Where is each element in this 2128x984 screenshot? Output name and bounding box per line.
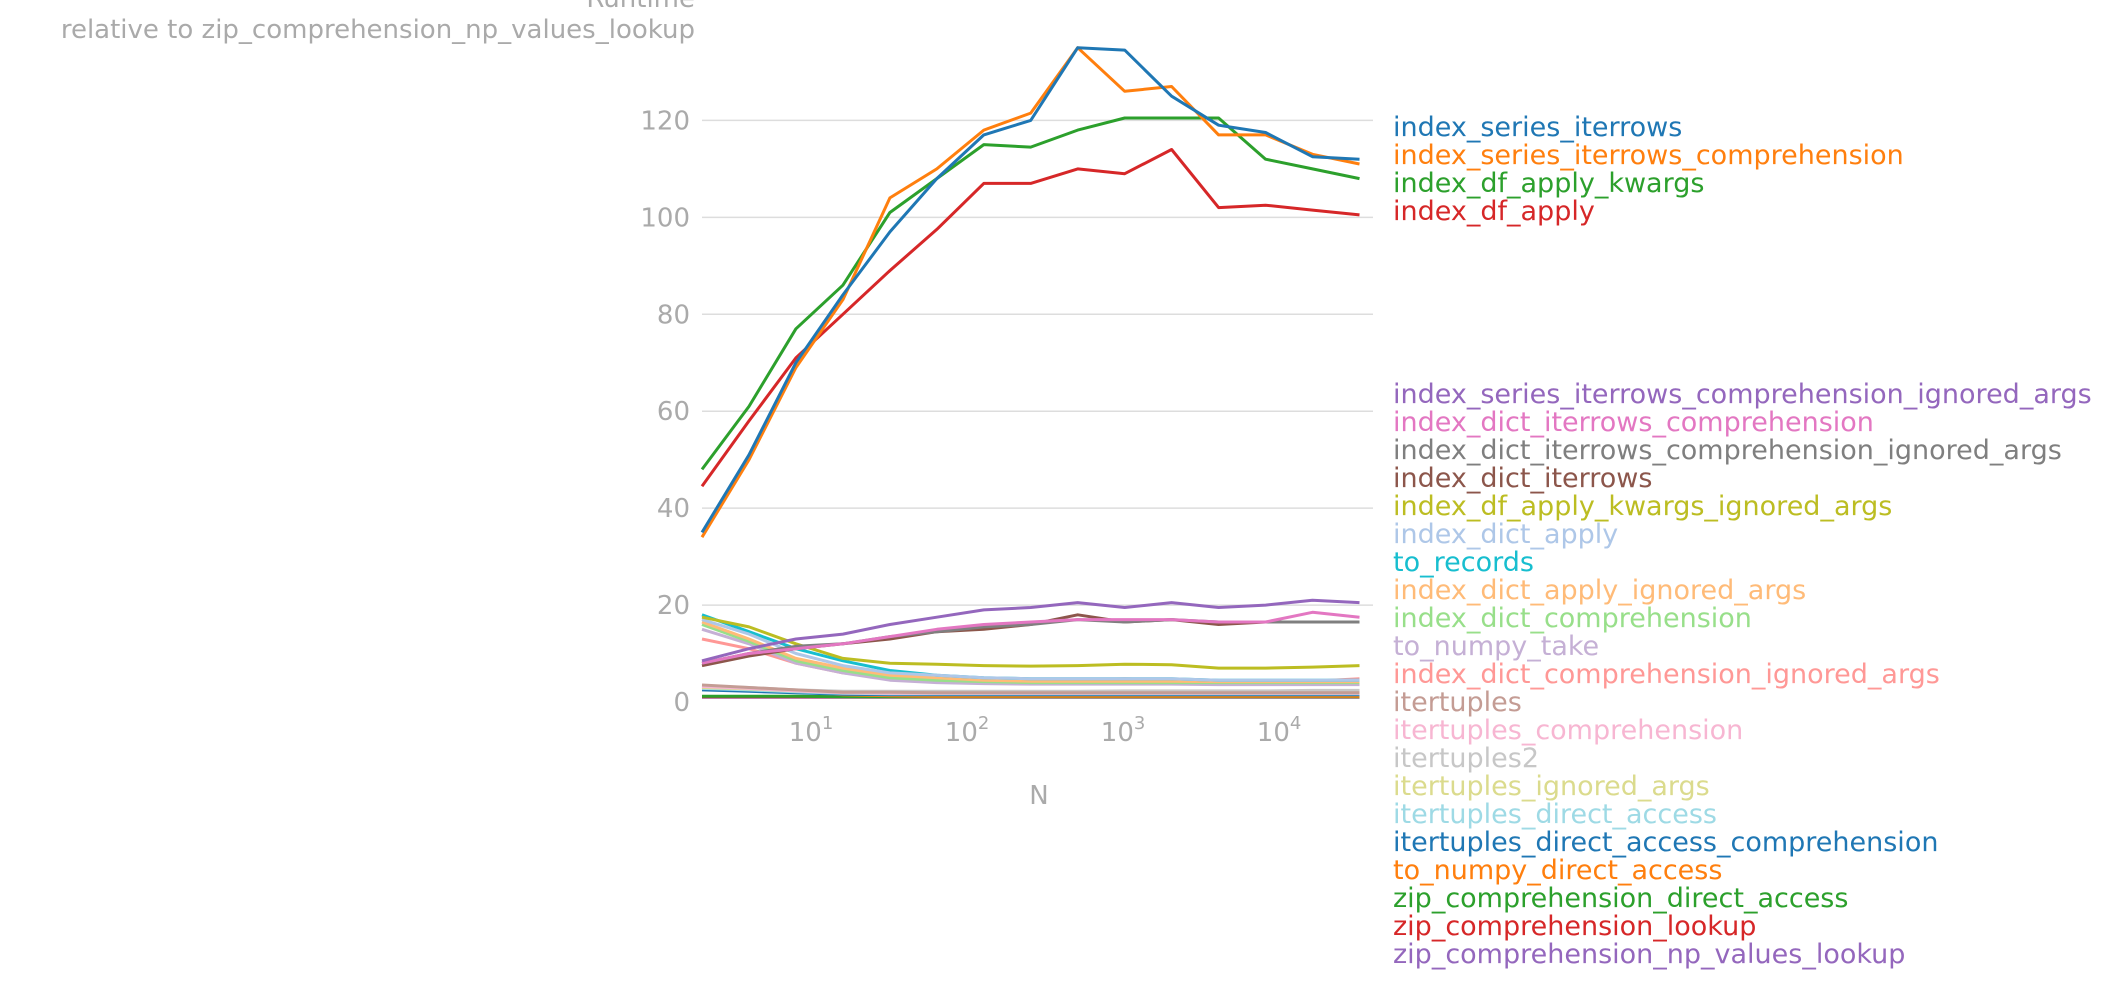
legend-label-itertuples2: itertuples2 xyxy=(1393,743,1539,774)
series-line-index-series-iterrows xyxy=(700,46,1360,534)
legend-label-itertuples-direct-access-comprehension: itertuples_direct_access_comprehension xyxy=(1393,827,1938,858)
y-axis-label-line-2: relative to zip_comprehension_np_values_… xyxy=(61,15,695,45)
series-line-itertuples xyxy=(701,683,1360,695)
x-tick-label: 103 xyxy=(1101,713,1146,748)
y-tick-label: 120 xyxy=(640,106,690,136)
y-tick-label: 60 xyxy=(657,397,690,427)
legend-label-itertuples-ignored-args: itertuples_ignored_args xyxy=(1393,771,1710,802)
series-line-index-dict-iterrows-comprehension xyxy=(701,610,1360,665)
y-tick-label: 100 xyxy=(640,203,690,233)
series-line-index-dict-apply-ignored-args xyxy=(701,620,1360,684)
series-line-index-series-iterrows-comprehension-ignored-args xyxy=(701,598,1360,663)
y-axis-label-line-1: Runtime xyxy=(586,0,695,14)
legend-label-itertuples-comprehension: itertuples_comprehension xyxy=(1393,715,1743,746)
legend-label-index-dict-apply-ignored-args: index_dict_apply_ignored_args xyxy=(1393,575,1806,606)
x-axis-label: N xyxy=(1029,781,1048,811)
x-tick-label: 102 xyxy=(945,713,990,748)
legend-label-index-series-iterrows-comprehension-ignored-args: index_series_iterrows_comprehension_igno… xyxy=(1393,379,2092,410)
series-line-index-df-apply xyxy=(700,148,1360,488)
y-tick-label: 20 xyxy=(657,591,690,621)
legend-label-index-dict-apply: index_dict_apply xyxy=(1393,519,1618,550)
legend-label-itertuples-direct-access: itertuples_direct_access xyxy=(1393,799,1717,830)
gridlines xyxy=(702,119,1373,606)
legend-label-index-df-apply-kwargs: index_df_apply_kwargs xyxy=(1393,168,1704,199)
legend-label-index-df-apply-kwargs-ignored-args: index_df_apply_kwargs_ignored_args xyxy=(1393,491,1892,522)
y-tick-label: 80 xyxy=(657,300,690,330)
series-line-index-dict-iterrows-comprehension-ignored-args xyxy=(701,618,1360,665)
legend-label-index-dict-comprehension: index_dict_comprehension xyxy=(1393,603,1752,634)
x-tick-label: 104 xyxy=(1257,713,1302,748)
legend-label-index-dict-iterrows: index_dict_iterrows xyxy=(1393,463,1652,494)
series-line-index-dict-apply xyxy=(701,618,1360,682)
legend-label-zip-comprehension-np-values-lookup: zip_comprehension_np_values_lookup xyxy=(1393,939,1905,970)
y-tick-label: 40 xyxy=(657,494,690,524)
legend-label-itertuples: itertuples xyxy=(1393,687,1522,718)
legend: index_series_iterrowsindex_series_iterro… xyxy=(1393,112,2092,970)
legend-label-index-dict-comprehension-ignored-args: index_dict_comprehension_ignored_args xyxy=(1393,659,1940,690)
series-line-index-df-apply-kwargs-ignored-args xyxy=(701,615,1360,670)
legend-label-index-df-apply: index_df_apply xyxy=(1393,196,1595,227)
legend-label-index-series-iterrows-comprehension: index_series_iterrows_comprehension xyxy=(1393,140,1904,171)
series-line-to-numpy-take xyxy=(701,627,1360,687)
legend-label-index-series-iterrows: index_series_iterrows xyxy=(1393,112,1682,143)
series-line-index-series-iterrows-comprehension xyxy=(700,46,1360,538)
legend-label-to-numpy-direct-access: to_numpy_direct_access xyxy=(1393,855,1722,886)
series-lines xyxy=(700,46,1360,699)
legend-label-to-records: to_records xyxy=(1393,547,1534,578)
legend-label-to-numpy-take: to_numpy_take xyxy=(1393,631,1599,662)
axis-ticks: 0 20 40 60 80 100 120 101 102 103 104 xyxy=(640,106,1301,748)
legend-label-index-dict-iterrows-comprehension-ignored-args: index_dict_iterrows_comprehension_ignore… xyxy=(1393,435,2062,466)
y-tick-label: 0 xyxy=(673,688,690,718)
legend-label-zip-comprehension-direct-access: zip_comprehension_direct_access xyxy=(1393,883,1848,914)
x-tick-label: 101 xyxy=(789,713,834,748)
legend-label-zip-comprehension-lookup: zip_comprehension_lookup xyxy=(1393,911,1756,942)
legend-label-index-dict-iterrows-comprehension: index_dict_iterrows_comprehension xyxy=(1393,407,1874,438)
series-line-index-df-apply-kwargs xyxy=(700,116,1360,471)
